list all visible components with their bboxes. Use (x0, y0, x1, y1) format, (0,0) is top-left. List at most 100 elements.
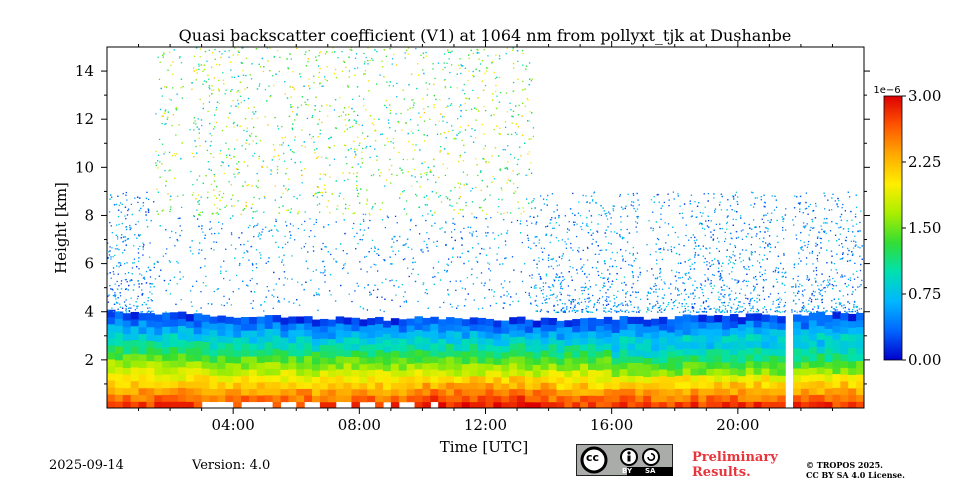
heat-cell (138, 347, 148, 355)
heat-cell (256, 316, 266, 324)
noise-point (379, 208, 381, 211)
heat-cell (674, 388, 684, 396)
noise-point (478, 58, 480, 60)
noise-point (600, 214, 603, 216)
noise-point (327, 146, 330, 148)
noise-point (797, 290, 800, 292)
noise-point (347, 85, 349, 87)
noise-point (814, 277, 816, 280)
noise-point (619, 234, 621, 236)
noise-point (797, 280, 799, 282)
heat-cell (635, 342, 644, 350)
heat-cell (532, 351, 542, 359)
noise-point (363, 52, 365, 55)
noise-point (383, 310, 385, 313)
noise-point (655, 251, 657, 253)
heat-cell (201, 394, 211, 402)
noise-point (168, 151, 171, 154)
noise-point (546, 302, 548, 304)
heat-cell (390, 363, 400, 371)
noise-point (663, 249, 665, 251)
noise-point (324, 281, 326, 283)
noise-point (437, 261, 440, 263)
heat-cell (588, 382, 597, 390)
heat-cell (177, 318, 187, 326)
noise-point (303, 246, 305, 248)
heat-cell (651, 318, 660, 326)
heat-cell (107, 351, 116, 360)
noise-point (511, 256, 514, 258)
noise-point (632, 272, 634, 274)
noise-point (356, 172, 358, 174)
heat-cell (114, 345, 124, 354)
heat-cell (603, 368, 613, 377)
noise-point (491, 155, 493, 157)
noise-point (149, 286, 152, 288)
heat-cell (138, 374, 148, 382)
noise-point (802, 222, 805, 224)
noise-point (516, 219, 519, 222)
heat-cell (824, 315, 834, 323)
noise-point (648, 309, 650, 311)
heat-cell (564, 382, 573, 390)
noise-point (142, 277, 145, 279)
noise-point (307, 60, 309, 63)
heat-cell (524, 325, 534, 333)
noise-point (449, 280, 451, 283)
noise-point (767, 228, 769, 230)
noise-point (652, 211, 654, 213)
heat-cell (800, 381, 810, 389)
noise-point (810, 226, 812, 229)
noise-point (245, 57, 248, 59)
noise-point (318, 52, 321, 54)
heat-cell (122, 347, 132, 355)
heat-cell (177, 332, 187, 340)
noise-point (125, 279, 127, 281)
noise-point (399, 305, 401, 308)
noise-point (250, 132, 253, 135)
heat-cell (532, 326, 542, 334)
noise-point (121, 203, 124, 206)
noise-point (463, 83, 465, 86)
noise-point (107, 256, 109, 259)
heat-cell (619, 342, 629, 350)
heat-cell (548, 401, 558, 408)
noise-point (715, 223, 718, 226)
heat-cell (595, 319, 605, 326)
heat-cell (233, 382, 242, 390)
noise-point (729, 261, 732, 263)
noise-point (475, 119, 477, 121)
heat-cell (272, 354, 282, 363)
heat-cell (335, 355, 345, 363)
noise-point (711, 273, 714, 276)
noise-point (476, 260, 478, 263)
noise-point (417, 129, 420, 132)
heat-cell (745, 367, 755, 375)
noise-point (835, 302, 837, 305)
heat-cell (351, 382, 360, 390)
noise-point (687, 259, 690, 261)
noise-point (771, 212, 773, 214)
heat-cell (769, 388, 778, 396)
noise-point (176, 93, 178, 95)
noise-point (231, 89, 233, 91)
noise-point (248, 259, 250, 261)
heat-cell (524, 389, 534, 396)
noise-point (328, 290, 331, 292)
noise-point (119, 306, 122, 308)
noise-point (663, 281, 665, 283)
noise-point (663, 201, 665, 204)
noise-point (566, 231, 568, 233)
noise-point (823, 307, 825, 309)
noise-point (484, 84, 487, 87)
noise-point (361, 151, 363, 153)
noise-point (822, 287, 825, 289)
noise-point (804, 208, 807, 210)
heat-cell (800, 388, 810, 396)
heat-cell (367, 369, 376, 377)
heat-cell (406, 382, 416, 390)
heat-cell (146, 374, 155, 382)
noise-point (605, 292, 607, 294)
heat-cell (722, 348, 731, 356)
noise-point (383, 259, 385, 261)
